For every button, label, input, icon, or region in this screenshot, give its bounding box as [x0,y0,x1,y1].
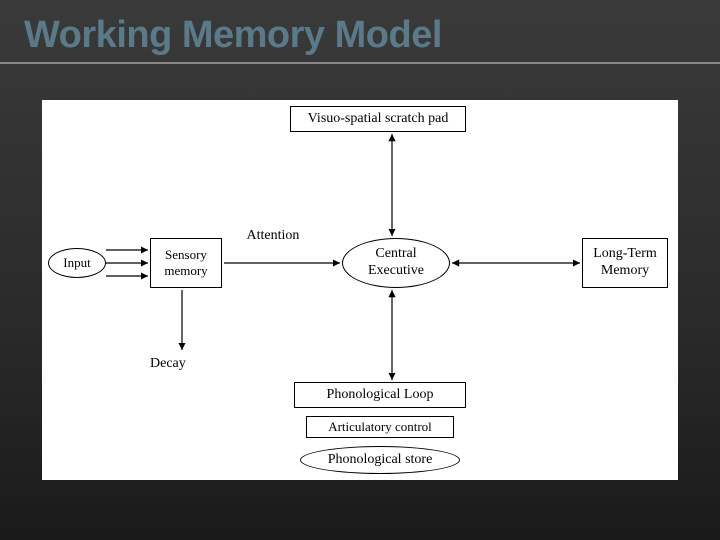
label-attention-text: Attention [247,228,300,245]
node-sensory-label: Sensory memory [155,247,217,278]
page-title: Working Memory Model [24,14,442,57]
node-phonological-loop: Phonological Loop [294,382,466,408]
node-phonological-store: Phonological store [300,446,460,474]
title-underline [0,62,720,64]
node-visuospatial-scratch-pad: Visuo-spatial scratch pad [290,106,466,132]
node-ltm-label: Long-Term Memory [587,246,663,280]
node-articulatory-control: Articulatory control [306,416,454,438]
node-input: Input [48,248,106,278]
diagram-canvas: Input Sensory memory Attention Central E… [42,100,678,480]
node-phon-loop-label: Phonological Loop [327,387,434,404]
node-central-label: Central Executive [347,246,445,280]
node-input-label: Input [63,255,90,271]
label-decay: Decay [150,354,210,374]
node-sensory-memory: Sensory memory [150,238,222,288]
node-central-executive: Central Executive [342,238,450,288]
node-phon-store-label: Phonological store [328,452,433,469]
node-vssp-label: Visuo-spatial scratch pad [308,111,449,128]
node-artic-label: Articulatory control [328,419,432,435]
label-attention: Attention [238,226,308,246]
node-long-term-memory: Long-Term Memory [582,238,668,288]
label-decay-text: Decay [150,356,186,373]
